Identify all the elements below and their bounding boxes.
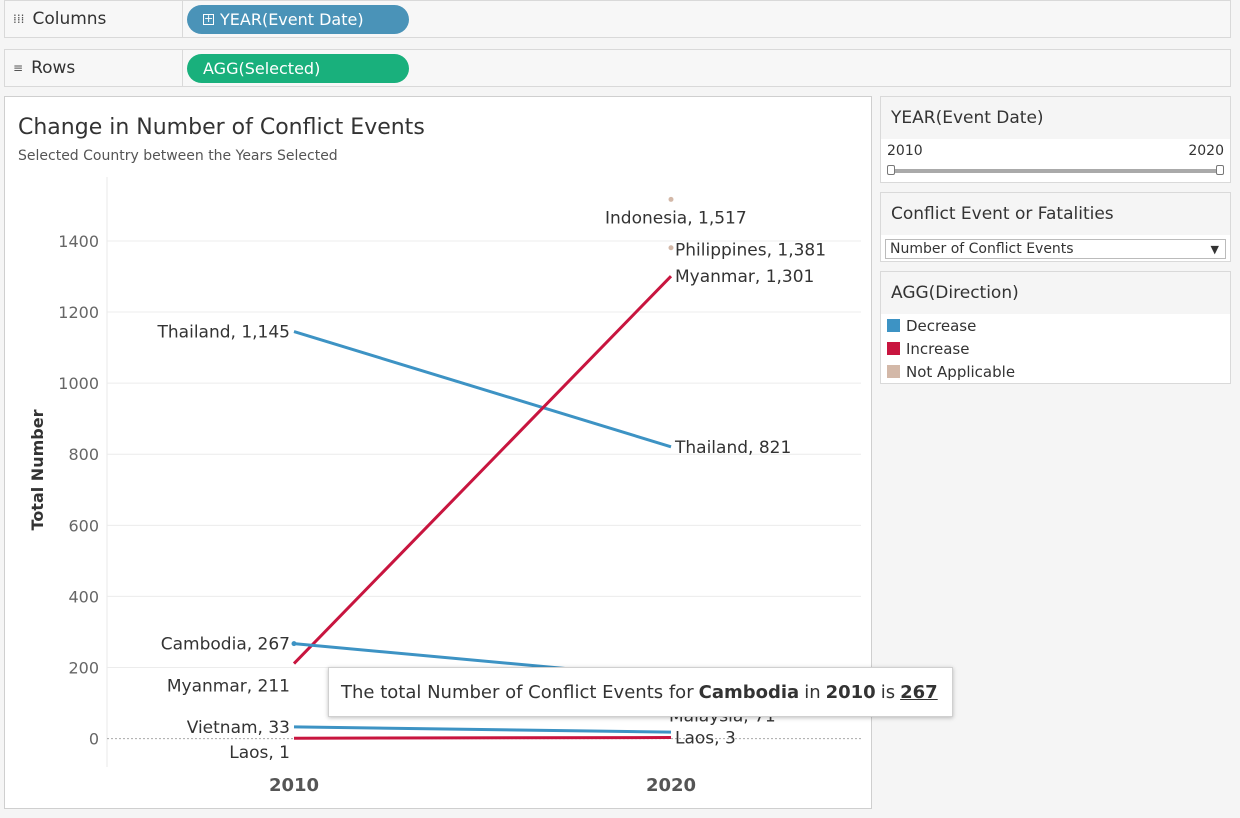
year-slider-max-handle[interactable] [1216, 165, 1224, 175]
data-label-cambodia: Cambodia, 267 [161, 635, 290, 655]
legend-label: Increase [906, 339, 970, 358]
rows-shelf-label: ≡ Rows [5, 50, 183, 86]
year-filter-min: 2010 [887, 143, 923, 159]
tooltip-mid: in [804, 681, 821, 703]
y-tick-label: 0 [89, 730, 99, 749]
measure-filter-card: Conflict Event or Fatalities Number of C… [880, 192, 1231, 262]
series-line-myanmar [292, 275, 673, 665]
measure-dropdown-value: Number of Conflict Events [890, 241, 1074, 257]
dropdown-arrow-icon[interactable]: ▼ [1210, 242, 1219, 256]
measure-dropdown[interactable]: Number of Conflict Events ▼ [885, 239, 1226, 259]
legend-label: Decrease [906, 316, 977, 335]
legend-swatch [887, 319, 900, 332]
data-label-thailand: Thailand, 821 [674, 438, 791, 458]
legend-item-not-applicable[interactable]: Not Applicable [881, 360, 1230, 383]
rows-icon: ≡ [13, 61, 24, 75]
legend-item-decrease[interactable]: Decrease [881, 314, 1230, 337]
tooltip: The total Number of Conflict Events for … [328, 667, 953, 717]
chart-subtitle: Selected Country between the Years Selec… [18, 148, 338, 164]
rows-shelf: ≡ Rows AGG(Selected) [4, 49, 1231, 87]
columns-label-text: Columns [32, 9, 107, 29]
y-tick-label: 1400 [58, 232, 99, 251]
series-line-laos [293, 736, 672, 740]
y-tick-label: 1200 [58, 303, 99, 322]
columns-shelf-label: ⁞⁞⁞ Columns [5, 1, 183, 37]
measure-filter-title: Conflict Event or Fatalities [881, 193, 1230, 235]
y-tick-label: 200 [68, 658, 99, 677]
data-label-vietnam: Vietnam, 33 [187, 718, 290, 738]
tooltip-prefix: The total Number of Conflict Events for [341, 681, 694, 703]
legend-label: Not Applicable [906, 362, 1016, 381]
year-filter-max: 2020 [1188, 143, 1224, 159]
agg-selected-pill[interactable]: AGG(Selected) [187, 54, 409, 83]
agg-pill-text: AGG(Selected) [203, 59, 321, 78]
y-tick-label: 600 [68, 516, 99, 535]
legend-swatch [887, 365, 900, 378]
y-tick-label: 800 [68, 445, 99, 464]
data-label-laos: Laos, 3 [675, 729, 736, 749]
data-point-philippines [668, 245, 674, 251]
tooltip-country: Cambodia [698, 681, 800, 703]
data-point-indonesia [668, 196, 674, 202]
legend-swatch [887, 342, 900, 355]
legend-title: AGG(Direction) [881, 272, 1230, 314]
year-slider-min-handle[interactable] [887, 165, 895, 175]
plus-box-icon[interactable]: + [203, 12, 214, 25]
year-filter-title: YEAR(Event Date) [881, 97, 1230, 139]
series-line-thailand [293, 330, 672, 449]
legend-items: Decrease Increase Not Applicable [881, 314, 1230, 383]
columns-icon: ⁞⁞⁞ [13, 12, 25, 26]
columns-shelf: ⁞⁞⁞ Columns + YEAR(Event Date) [4, 0, 1231, 38]
data-point-cambodia [291, 641, 297, 647]
series-line-vietnam [293, 725, 672, 734]
data-label-myanmar: Myanmar, 211 [167, 677, 290, 697]
year-filter-card: YEAR(Event Date) 2010 2020 [880, 96, 1231, 183]
year-pill-text: YEAR(Event Date) [220, 10, 364, 29]
legend-item-increase[interactable]: Increase [881, 337, 1230, 360]
data-label-myanmar: Myanmar, 1,301 [675, 267, 814, 287]
year-event-date-pill[interactable]: + YEAR(Event Date) [187, 5, 409, 34]
chart-title: Change in Number of Conflict Events [18, 115, 425, 140]
tooltip-value: 267 [900, 681, 938, 703]
data-label-philippines: Philippines, 1,381 [675, 241, 826, 261]
data-label-thailand: Thailand, 1,145 [157, 323, 290, 343]
slope-chart[interactable]: 0 200 400 600 800 1000 1200 1400 Total Number 201… [5, 97, 871, 808]
y-tick-label: 400 [68, 587, 99, 606]
y-tick-label: 1000 [58, 374, 99, 393]
year-filter-values: 2010 2020 [881, 139, 1230, 161]
tooltip-is: is [880, 681, 896, 703]
year-slider-track[interactable] [887, 165, 1224, 175]
data-label-laos: Laos, 1 [229, 743, 290, 763]
tooltip-year: 2010 [825, 681, 876, 703]
data-label-indonesia: Indonesia, 1,517 [605, 208, 747, 228]
y-axis-label: Total Number [28, 409, 47, 530]
rows-label-text: Rows [31, 58, 76, 78]
x-tick-label: 2010 [269, 775, 319, 796]
x-tick-label: 2020 [646, 775, 696, 796]
direction-legend-card: AGG(Direction) Decrease Increase Not Appli… [880, 271, 1231, 384]
